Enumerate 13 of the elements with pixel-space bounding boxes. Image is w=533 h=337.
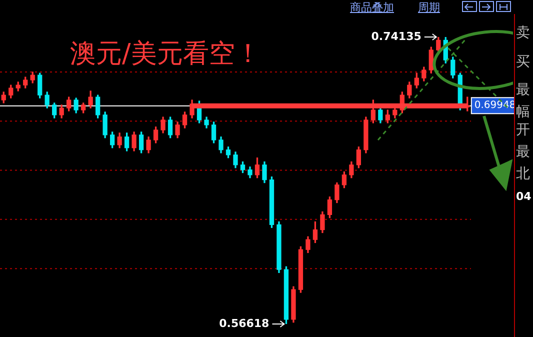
text: 商品叠加: [350, 0, 394, 15]
text: 卖: [516, 24, 530, 42]
text: 开: [516, 121, 530, 139]
text: 周期: [418, 0, 440, 15]
text: 幅: [516, 103, 530, 121]
text: 04: [516, 189, 532, 205]
text: 买: [516, 53, 530, 71]
text: 北: [516, 165, 530, 183]
annotation: 0.56618: [219, 316, 270, 330]
chart-title: 澳元/美元看空！: [70, 38, 261, 69]
text: 最: [516, 81, 530, 99]
text: 最: [516, 143, 530, 161]
annotation: 0.74135: [371, 30, 422, 43]
